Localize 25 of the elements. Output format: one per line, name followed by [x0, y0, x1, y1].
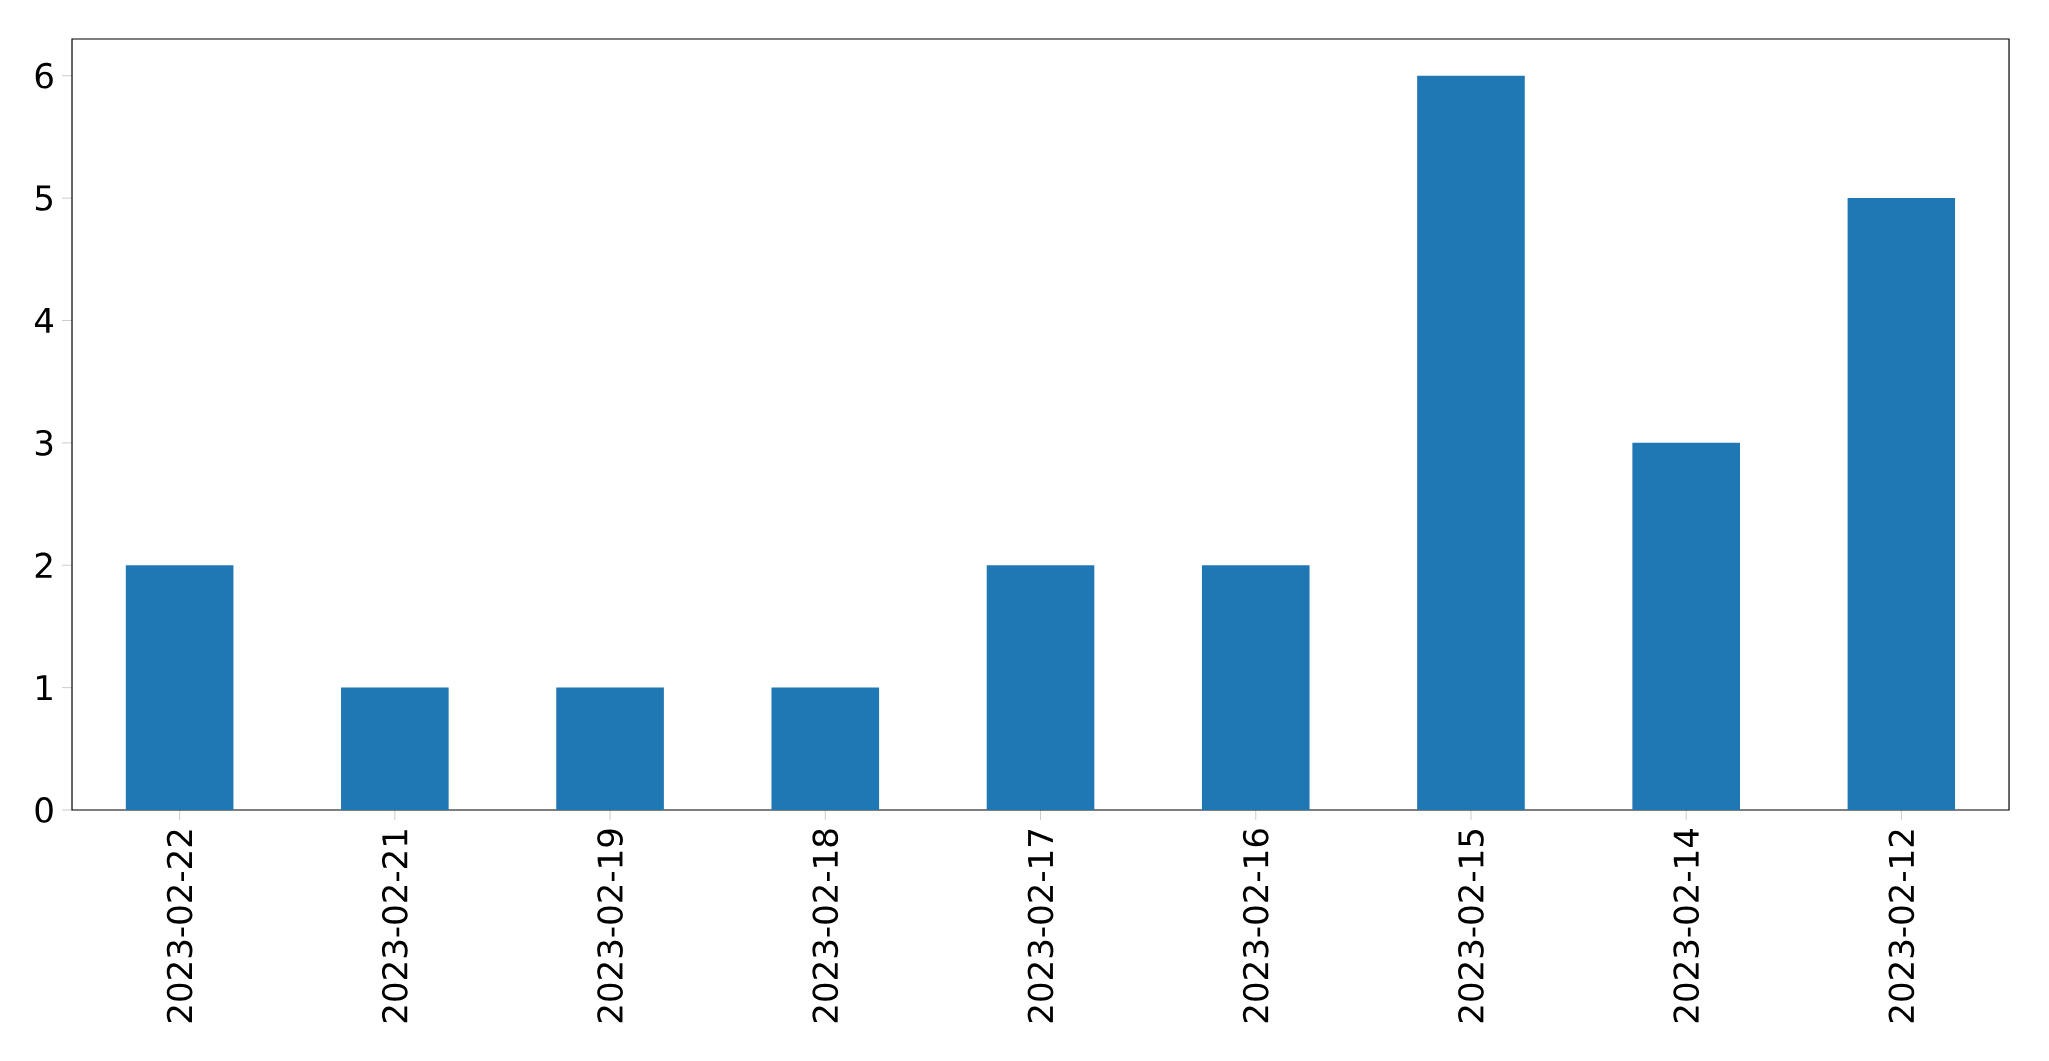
x-tick-label: 2023-02-17 [1027, 830, 1054, 1023]
x-tick-label: 2023-02-14 [1673, 829, 1700, 1023]
x-tick-label: 2023-02-16 [1242, 829, 1269, 1023]
bar [1847, 198, 1956, 810]
bar [1417, 75, 1525, 810]
y-tick-label: 4 [34, 308, 54, 333]
bar [1632, 442, 1740, 810]
y-tick-label: 6 [35, 62, 53, 89]
y-tick-label: 2 [35, 552, 52, 578]
bar [986, 565, 1095, 810]
y-tick-label: 5 [35, 185, 52, 211]
x-tick-label: 2023-02-22 [166, 830, 193, 1023]
x-tick-label: 2023-02-12 [1888, 830, 1915, 1023]
bar [1201, 565, 1310, 810]
y-tick-label: 1 [37, 675, 52, 701]
x-tick-label: 2023-02-19 [597, 829, 623, 1023]
x-tick-label: 2023-02-18 [812, 829, 839, 1023]
y-tick-label: 0 [35, 797, 53, 823]
y-tick-label: 3 [35, 429, 53, 456]
bar [125, 565, 234, 810]
x-tick-label: 2023-02-15 [1458, 830, 1484, 1023]
bar [771, 687, 880, 810]
bar [341, 687, 449, 810]
x-tick-label: 2023-02-21 [381, 830, 408, 1023]
bar [556, 687, 664, 810]
